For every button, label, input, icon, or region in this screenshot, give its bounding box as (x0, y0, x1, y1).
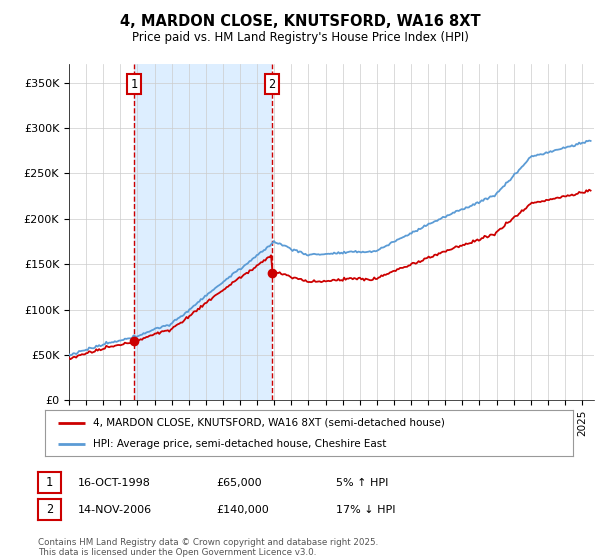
Text: 2: 2 (268, 78, 275, 91)
Text: 1: 1 (130, 78, 137, 91)
Text: 2: 2 (46, 503, 53, 516)
Text: £140,000: £140,000 (216, 505, 269, 515)
Text: 4, MARDON CLOSE, KNUTSFORD, WA16 8XT (semi-detached house): 4, MARDON CLOSE, KNUTSFORD, WA16 8XT (se… (92, 418, 445, 428)
Text: HPI: Average price, semi-detached house, Cheshire East: HPI: Average price, semi-detached house,… (92, 439, 386, 449)
Bar (134, 64, 272, 400)
Text: £65,000: £65,000 (216, 478, 262, 488)
Text: 14-NOV-2006: 14-NOV-2006 (78, 505, 152, 515)
Text: 1: 1 (46, 476, 53, 489)
Text: 17% ↓ HPI: 17% ↓ HPI (336, 505, 395, 515)
Text: Contains HM Land Registry data © Crown copyright and database right 2025.
This d: Contains HM Land Registry data © Crown c… (38, 538, 378, 557)
Text: 4, MARDON CLOSE, KNUTSFORD, WA16 8XT: 4, MARDON CLOSE, KNUTSFORD, WA16 8XT (119, 14, 481, 29)
Text: 16-OCT-1998: 16-OCT-1998 (78, 478, 151, 488)
Text: 5% ↑ HPI: 5% ↑ HPI (336, 478, 388, 488)
Text: Price paid vs. HM Land Registry's House Price Index (HPI): Price paid vs. HM Land Registry's House … (131, 31, 469, 44)
